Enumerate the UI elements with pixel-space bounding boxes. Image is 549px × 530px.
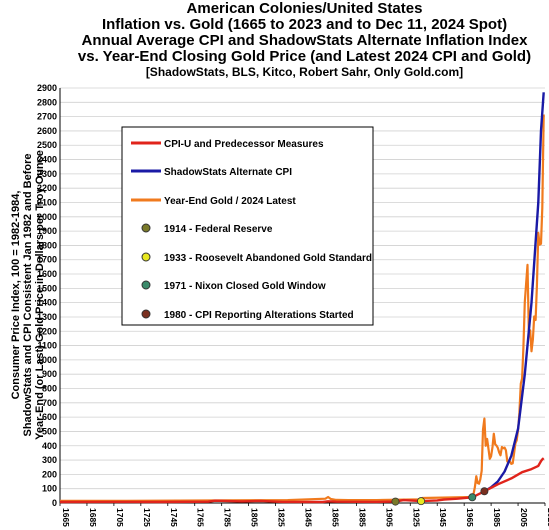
x-tick-label: 1965 xyxy=(465,508,475,527)
y-tick-label: 1800 xyxy=(37,240,57,250)
event-markers xyxy=(391,487,489,506)
legend-marker-1933 xyxy=(141,252,151,262)
y-tick-label: 1000 xyxy=(37,355,57,365)
x-tick-label: 1705 xyxy=(115,508,125,527)
y-tick-label: 100 xyxy=(42,484,57,494)
x-tick-label: 1905 xyxy=(384,508,394,527)
y-label-line-3: Year-End (or Last) Gold Price in Dollars… xyxy=(34,150,46,440)
y-tick-label: 2600 xyxy=(37,126,57,136)
y-tick-label: 1700 xyxy=(37,255,57,265)
x-tick-label: 1845 xyxy=(304,508,314,527)
y-tick-label: 500 xyxy=(42,426,57,436)
x-tick-label: 1685 xyxy=(88,508,98,527)
y-tick-label: 2200 xyxy=(37,183,57,193)
title-line-4: vs. Year-End Closing Gold Price (and Lat… xyxy=(77,48,532,65)
title-line-2: Inflation vs. Gold (1665 to 2023 and to … xyxy=(101,16,508,33)
y-tick-label: 2400 xyxy=(37,155,57,165)
x-tick-label: 2025 xyxy=(546,508,549,527)
x-tick-label: 1765 xyxy=(196,508,206,527)
x-tick-label: 1925 xyxy=(411,508,421,527)
x-tick-label: 1785 xyxy=(223,508,233,527)
event-marker-1914 xyxy=(391,497,400,506)
y-tick-label: 900 xyxy=(42,369,57,379)
y-tick-label: 600 xyxy=(42,412,57,422)
event-marker-1971 xyxy=(468,493,477,502)
legend-box xyxy=(121,126,374,326)
y-tick-label: 2500 xyxy=(37,140,57,150)
x-tick-label: 1665 xyxy=(61,508,71,527)
y-tick-label: 1900 xyxy=(37,226,57,236)
legend-label-1914: 1914 - Federal Reserve xyxy=(164,224,273,235)
y-tick-label: 2900 xyxy=(37,83,57,93)
title-sources: [ShadowStats, BLS, Kitco, Robert Sahr, O… xyxy=(145,65,464,79)
y-tick-label: 2300 xyxy=(37,169,57,179)
legend-label-cpi: CPI-U and Predecessor Measures xyxy=(164,139,324,150)
x-tick-label: 1805 xyxy=(250,508,260,527)
title-line-3: Annual Average CPI and ShadowStats Alter… xyxy=(81,32,528,49)
y-tick-label: 0 xyxy=(52,498,57,508)
y-tick-label: 700 xyxy=(42,398,57,408)
legend-marker-1914 xyxy=(141,223,151,233)
y-tick-label: 2100 xyxy=(37,197,57,207)
x-tick-label: 1865 xyxy=(330,508,340,527)
x-tick-label: 1985 xyxy=(492,508,502,527)
x-tick-label: 1725 xyxy=(142,508,152,527)
y-label-line-1: Consumer Price Index, 100 = 1982-1984, xyxy=(10,191,22,400)
y-tick-label: 300 xyxy=(42,455,57,465)
y-tick-label: 1100 xyxy=(37,341,57,351)
y-tick-label: 1300 xyxy=(37,312,57,322)
y-label-line-2: ShadowStats and CPI Consistent Jan 1982 … xyxy=(22,153,34,436)
x-tick-label: 1885 xyxy=(357,508,367,527)
event-marker-1933 xyxy=(417,497,426,506)
y-tick-label: 1600 xyxy=(37,269,57,279)
x-tick-label: 1825 xyxy=(277,508,287,527)
x-tick-label: 1745 xyxy=(169,508,179,527)
event-marker-1980 xyxy=(480,487,489,496)
legend-marker-1980 xyxy=(141,309,151,319)
y-tick-label: 2800 xyxy=(37,97,57,107)
x-tick-labels: 1665 1685 1705 1725 1745 1765 1785 1805 1825 1845… xyxy=(61,508,549,527)
y-tick-label: 1400 xyxy=(37,298,57,308)
series-line-cpi-u-and-predecessor-measures xyxy=(59,457,545,504)
x-tick-label: 1945 xyxy=(438,508,448,527)
legend-label-1971: 1971 - Nixon Closed Gold Window xyxy=(164,281,326,292)
legend-label-1933: 1933 - Roosevelt Abandoned Gold Standard xyxy=(164,253,372,264)
y-tick-label: 800 xyxy=(42,384,57,394)
y-tick-label: 2700 xyxy=(37,112,57,122)
series-line-shadowstats-alternate-cpi xyxy=(483,92,545,493)
y-tick-label: 2000 xyxy=(37,212,57,222)
legend-label-shadow: ShadowStats Alternate CPI xyxy=(164,167,292,178)
y-tick-label: 200 xyxy=(42,469,57,479)
y-tick-labels: 0 100 200 300 400 500 600 700 800 900 1000 1100 1200… xyxy=(37,83,57,508)
legend-label-gold: Year-End Gold / 2024 Latest xyxy=(164,196,296,207)
legend: CPI-U and Predecessor Measures ShadowSta… xyxy=(121,126,374,326)
chart-title: American Colonies/United States Inflatio… xyxy=(60,1,549,80)
y-tick-label: 1200 xyxy=(37,326,57,336)
y-axis-label: Consumer Price Index, 100 = 1982-1984, S… xyxy=(10,150,46,440)
y-tick-label: 400 xyxy=(42,441,57,451)
title-line-1: American Colonies/United States xyxy=(186,0,423,17)
legend-label-1980: 1980 - CPI Reporting Alterations Started xyxy=(164,310,354,321)
y-tick-label: 1500 xyxy=(37,283,57,293)
legend-marker-1971 xyxy=(141,280,151,290)
x-tick-label: 2005 xyxy=(519,508,529,527)
